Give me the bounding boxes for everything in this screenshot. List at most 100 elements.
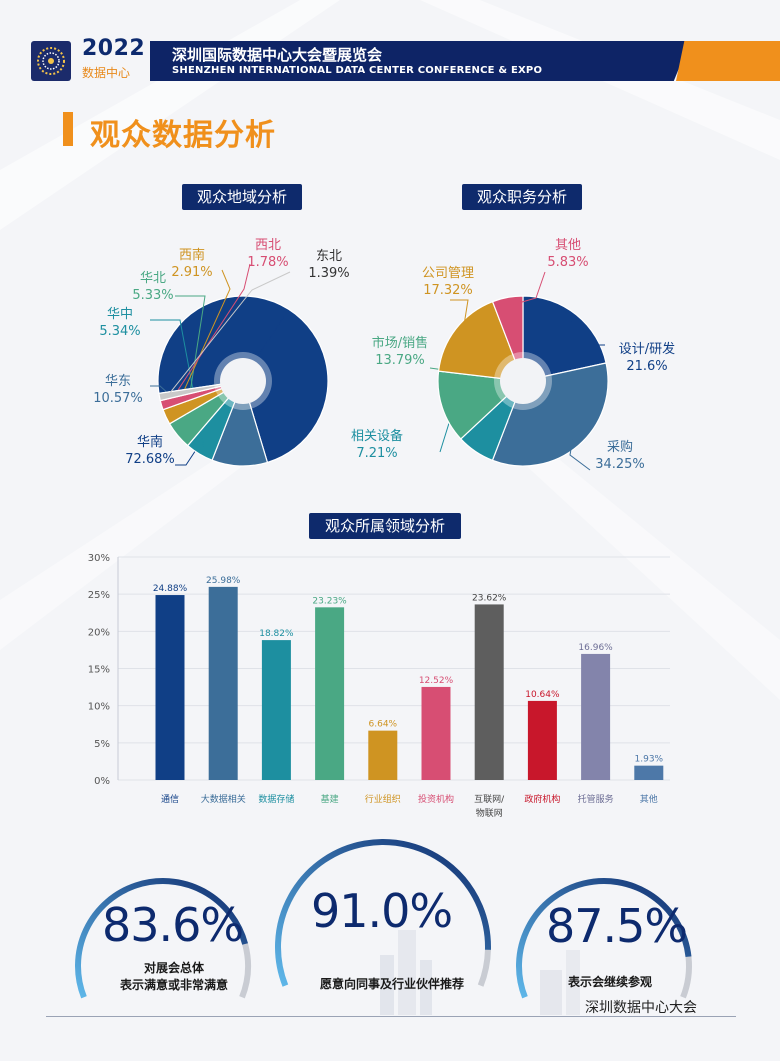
header-year: 2022 [82, 36, 146, 61]
stat-gauge-track [239, 943, 251, 999]
pie-leader-line [450, 299, 469, 335]
stat-value-satisfaction: 83.6% [102, 898, 244, 952]
pie-slice-label: 华北 [140, 271, 166, 286]
bar-y-tick: 25% [88, 590, 110, 601]
bar-y-tick: 5% [94, 739, 110, 750]
header-subtitle: 数据中心 [82, 66, 131, 80]
bar [474, 604, 504, 780]
pie-slice-value: 7.21% [356, 446, 397, 461]
bar-y-tick: 10% [88, 702, 110, 713]
bar-category-label: 大数据相关 [201, 793, 246, 805]
header-title-en: SHENZHEN INTERNATIONAL DATA CENTER CONFE… [172, 65, 543, 76]
pie-slice-label: 相关设备 [351, 428, 403, 444]
stat-gauge-fill [75, 878, 248, 999]
bar-category-label: 通信 [161, 793, 179, 805]
bar [634, 765, 664, 780]
pie-slice-value: 34.25% [595, 457, 645, 472]
header-banner [150, 41, 690, 81]
role-chart-title: 观众职务分析 [462, 184, 582, 210]
pie-slice-value: 5.33% [132, 288, 173, 303]
bar [315, 607, 345, 780]
pie-slice-value: 72.68% [125, 452, 175, 467]
pie-slice-label: 公司管理 [422, 266, 474, 281]
bar [421, 686, 451, 780]
field-chart-title: 观众所属领域分析 [309, 513, 461, 539]
stat-label-return: 表示会继续参观 [567, 975, 652, 989]
bar-value-label: 16.96% [578, 643, 613, 653]
bar-value-label: 23.62% [472, 593, 507, 603]
pie-slice-value: 5.83% [547, 255, 588, 270]
pie-slice [522, 295, 607, 382]
pie-leader-line [569, 439, 591, 471]
bar [527, 700, 557, 780]
bar-category-label: 托管服务 [578, 793, 614, 805]
pie-slice-label: 东北 [316, 249, 342, 264]
bar-value-label: 12.52% [419, 676, 454, 686]
pie-slice-label: 西南 [179, 247, 205, 263]
pie-hole [500, 358, 546, 404]
bar-category-label: 其他 [640, 793, 658, 805]
pie-slice-value: 1.39% [308, 266, 349, 281]
pie-slice-value: 10.57% [93, 391, 143, 406]
stat-label-recommend: 愿意向同事及行业伙伴推荐 [319, 977, 464, 991]
pie-slice-value: 13.79% [375, 353, 425, 368]
footer-brand: 深圳数据中心大会 [585, 1000, 697, 1016]
bar [261, 640, 291, 780]
section-title: 观众数据分析 [90, 118, 276, 153]
stat-label-satisfaction: 对展会总体 表示满意或非常满意 [119, 961, 228, 992]
pie-leader-line [508, 271, 546, 307]
bar-value-label: 18.82% [259, 629, 294, 639]
conference-logo-icon [31, 41, 71, 81]
pie-slice-label: 华南 [137, 434, 163, 450]
footer-divider [46, 1016, 736, 1017]
pie-slice-label: 市场/销售 [372, 335, 428, 351]
pie-leader-line [169, 263, 251, 404]
bar-category-label: 行业组织 [365, 793, 401, 805]
pie-slice-value: 17.32% [423, 283, 473, 298]
section-marker [63, 112, 73, 146]
bar-y-tick: 30% [88, 553, 110, 564]
pie-slice-label: 采购 [607, 439, 633, 455]
pie-leader-line [175, 295, 206, 431]
bar-category-label: 基建 [321, 793, 339, 805]
bar-value-label: 1.93% [635, 755, 664, 765]
header-title-cn: 深圳国际数据中心大会暨展览会 [172, 46, 383, 64]
pie-leader-line [173, 269, 231, 414]
pie-slice-label: 华东 [105, 374, 131, 389]
pie-leader-line [570, 321, 605, 346]
bar-value-label: 6.64% [369, 720, 398, 730]
pie-slice-value: 21.6% [626, 359, 667, 374]
pie-slice-value: 2.91% [171, 265, 212, 280]
stat-value-return: 87.5% [546, 899, 688, 953]
pie-slice-label: 其他 [555, 238, 581, 253]
pie-slice-label: 设计/研发 [619, 341, 675, 357]
pie-hole [220, 358, 266, 404]
bar-value-label: 25.98% [206, 576, 241, 586]
bar-value-label: 10.64% [525, 690, 560, 700]
pie-leader-line [167, 271, 291, 396]
pie-slice-label: 西北 [255, 238, 281, 253]
stat-value-recommend: 91.0% [311, 884, 453, 938]
bar-y-tick: 20% [88, 627, 110, 638]
pie-slice-value: 1.78% [247, 255, 288, 270]
bar-category-label: 物联网 [476, 807, 503, 819]
bar-category-label: 互联网/ [474, 794, 505, 805]
bar [368, 730, 398, 780]
stat-gauge-fill [516, 878, 692, 999]
bar-category-label: 数据存储 [258, 793, 294, 805]
bar-y-tick: 0% [94, 776, 110, 787]
bar-value-label: 24.88% [153, 584, 188, 594]
bar-y-tick: 15% [88, 665, 110, 676]
region-chart-title: 观众地域分析 [182, 184, 302, 210]
pie-slice [437, 300, 524, 382]
bar [155, 595, 185, 780]
bar [581, 653, 611, 780]
bar-value-label: 23.23% [312, 596, 347, 606]
stat-gauge-track [477, 949, 491, 987]
bar-category-label: 投资机构 [418, 793, 454, 805]
